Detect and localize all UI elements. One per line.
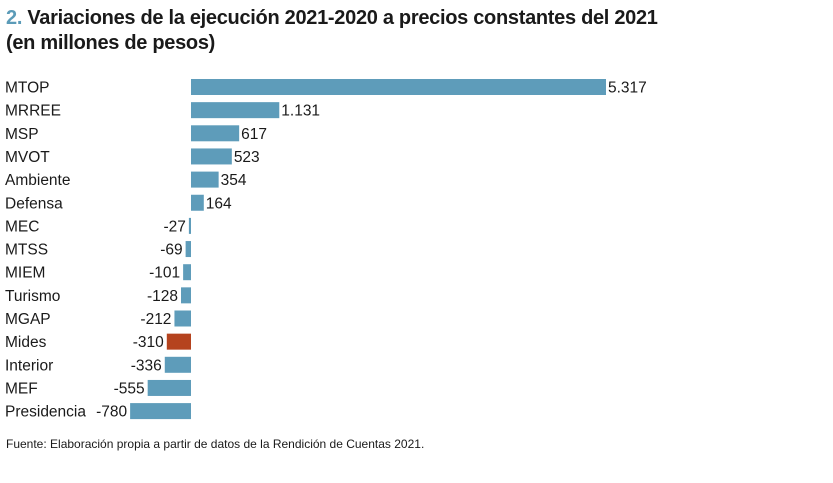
category-label-mvot: MVOT: [5, 149, 50, 166]
value-label-defensa: 164: [206, 195, 232, 212]
bar-turismo: [181, 287, 191, 304]
chart-title-text: Variaciones de la ejecución 2021-2020 a …: [27, 7, 658, 29]
category-label-mtop: MTOP: [5, 80, 50, 97]
value-label-presidencia: -780: [96, 404, 127, 421]
bar-miem: [183, 264, 191, 281]
category-label-mides: Mides: [5, 334, 47, 351]
category-label-miem: MIEM: [5, 265, 45, 282]
category-label-mtss: MTSS: [5, 242, 48, 259]
value-label-mrree: 1.131: [281, 103, 320, 120]
chart-number: 2.: [6, 7, 23, 29]
bar-mrree: [191, 102, 280, 119]
bar-defensa: [191, 194, 204, 211]
category-label-mrree: MRREE: [5, 103, 61, 120]
value-label-ambiente: 354: [221, 172, 247, 189]
value-label-mides: -310: [133, 334, 164, 351]
category-label-turismo: Turismo: [5, 288, 60, 305]
category-label-interior: Interior: [5, 357, 53, 374]
bar-mtop: [191, 79, 606, 95]
value-label-mec: -27: [163, 218, 185, 235]
category-label-presidencia: Presidencia: [5, 404, 86, 421]
bar-mef: [147, 379, 191, 396]
value-label-mtop: 5.317: [608, 80, 647, 97]
value-label-msp: 617: [241, 126, 267, 143]
bar-mtss: [185, 241, 191, 258]
bar-presidencia: [130, 403, 191, 420]
bar-mides: [166, 333, 191, 350]
category-label-ambiente: Ambiente: [5, 172, 70, 189]
value-label-interior: -336: [131, 357, 162, 374]
bar-ambiente: [191, 171, 219, 188]
value-label-miem: -101: [149, 265, 180, 282]
bar-chart: MTOP 5.317 MRREE 1.131 MSP 617 MVOT 523 Ambiente…: [5, 79, 647, 421]
bar-mvot: [191, 148, 232, 165]
value-label-turismo: -128: [147, 288, 178, 305]
bar-interior: [164, 356, 191, 373]
bar-msp: [191, 125, 240, 142]
source-note: Fuente: Elaboración propia a partir de d…: [6, 437, 425, 451]
category-label-defensa: Defensa: [5, 195, 63, 212]
category-label-mgap: MGAP: [5, 311, 51, 328]
bar-mec: [188, 217, 191, 234]
chart-subtitle: (en millones de pesos): [6, 32, 216, 54]
value-label-mvot: 523: [234, 149, 260, 166]
category-label-msp: MSP: [5, 126, 39, 143]
value-label-mgap: -212: [140, 311, 171, 328]
category-label-mec: MEC: [5, 218, 39, 235]
value-label-mtss: -69: [160, 242, 182, 259]
value-label-mef: -555: [114, 380, 145, 397]
category-label-mef: MEF: [5, 380, 38, 397]
bar-mgap: [174, 310, 191, 327]
chart-title: 2. Variaciones de la ejecución 2021-2020…: [6, 6, 658, 56]
